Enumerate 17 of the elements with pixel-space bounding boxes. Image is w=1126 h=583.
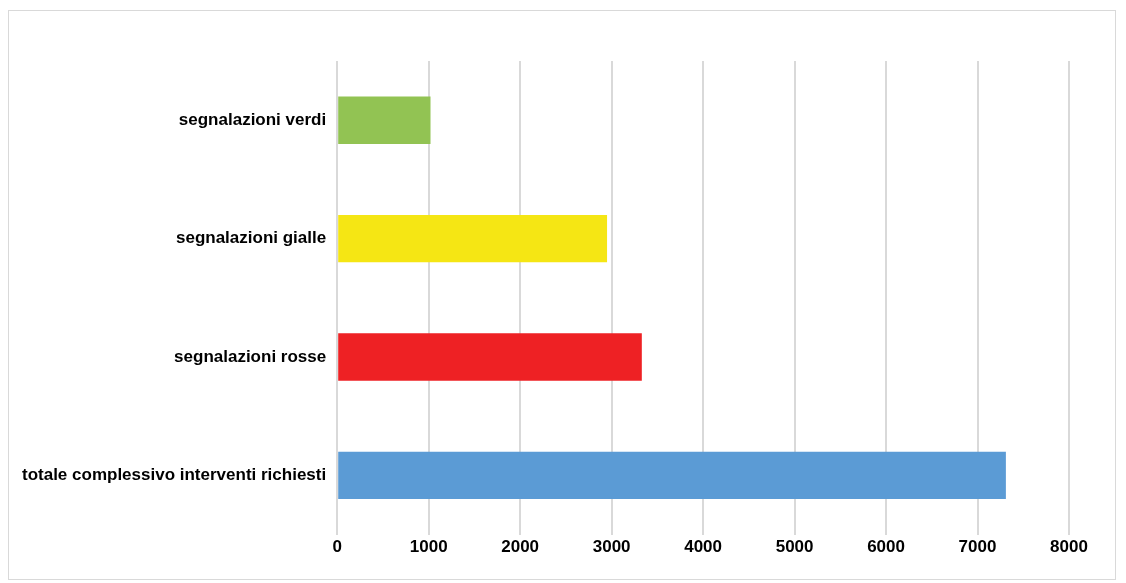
bar <box>338 214 608 263</box>
bar <box>338 96 431 144</box>
x-tick-label: 8000 <box>1050 537 1088 557</box>
x-tick-label: 3000 <box>592 537 631 557</box>
bar <box>338 451 1006 500</box>
y-tick-label: segnalazioni verdi <box>178 109 327 129</box>
x-tick-label: 6000 <box>867 537 905 557</box>
bar <box>338 333 642 381</box>
x-tick-label: 1000 <box>409 537 448 557</box>
y-tick-label: totale complessivo interventi richiesti <box>21 465 327 485</box>
x-tick-label: 5000 <box>775 537 814 557</box>
x-tick-label: 0 <box>332 537 342 557</box>
x-tick-label: 2000 <box>501 537 540 557</box>
y-tick-label: segnalazioni rosse <box>174 346 327 366</box>
x-tick-label: 7000 <box>958 537 997 557</box>
y-tick-label: segnalazioni gialle <box>175 228 327 248</box>
x-tick-label: 4000 <box>684 537 723 557</box>
